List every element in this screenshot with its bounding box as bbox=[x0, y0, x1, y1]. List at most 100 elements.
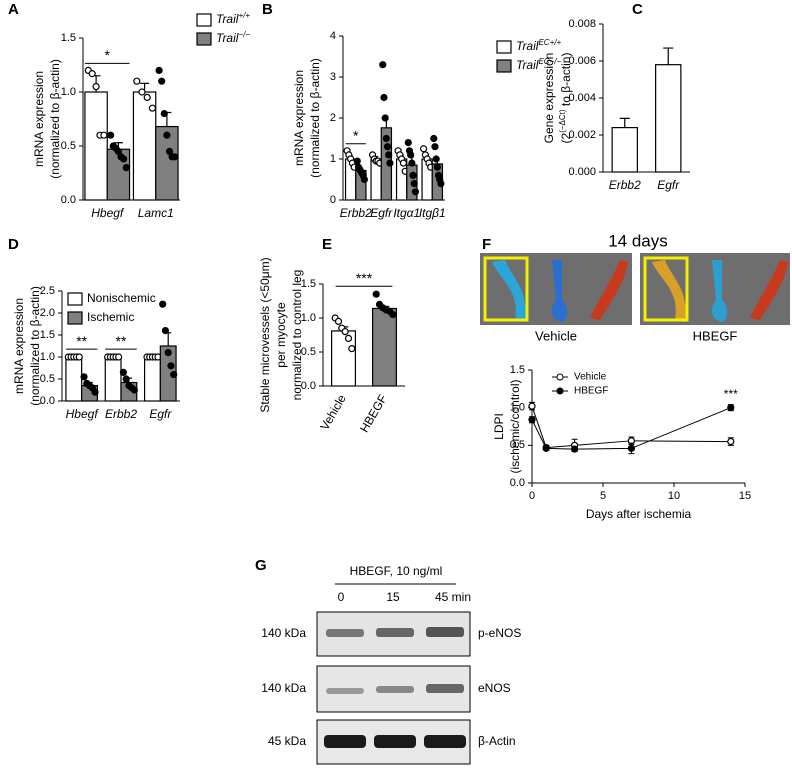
data-point bbox=[542, 444, 550, 452]
x-tick-label: Lamc1 bbox=[138, 206, 174, 220]
x-tick-label: 5 bbox=[600, 490, 606, 502]
y-tick-label: 1.5 bbox=[301, 278, 316, 290]
mw-label: 45 kDa bbox=[268, 734, 306, 748]
y-tick-label: 0.0 bbox=[510, 477, 525, 489]
bar bbox=[65, 356, 83, 402]
data-point bbox=[570, 445, 579, 453]
data-point bbox=[155, 66, 163, 75]
legend-label: TrailEC+/+ bbox=[516, 38, 561, 54]
significance-label: * bbox=[353, 128, 359, 144]
data-point bbox=[408, 159, 416, 167]
data-point bbox=[431, 143, 439, 151]
legend-label: Trail+/+ bbox=[216, 11, 250, 27]
x-tick-label: Erbb2 bbox=[340, 206, 372, 220]
error-bar bbox=[165, 332, 172, 346]
legend-label-part: Ischemic bbox=[87, 310, 134, 324]
significance-label: * bbox=[105, 47, 111, 63]
y-axis-label: per myocyte bbox=[274, 302, 288, 368]
highlight-box bbox=[643, 256, 689, 322]
timepoint: 45 min bbox=[435, 590, 471, 604]
data-point bbox=[92, 82, 100, 91]
legend-label-part: Trail bbox=[216, 31, 239, 45]
panel-letter: A bbox=[8, 1, 19, 18]
data-point bbox=[389, 311, 397, 319]
y-tick-label: 1.0 bbox=[510, 402, 525, 414]
band bbox=[324, 735, 366, 748]
y-tick-label: 1.0 bbox=[301, 312, 316, 324]
legend-label-part: Nonischemic bbox=[87, 291, 156, 305]
band bbox=[376, 686, 414, 693]
y-tick-label: 0.008 bbox=[568, 18, 596, 30]
data-point bbox=[419, 145, 428, 153]
data-point bbox=[122, 164, 130, 172]
error-bar bbox=[619, 117, 630, 128]
x-tick-label: Egfr bbox=[149, 407, 172, 421]
y-tick-label: 0.5 bbox=[301, 346, 316, 358]
significance-label: *** bbox=[356, 270, 373, 286]
data-point bbox=[385, 151, 393, 159]
data-point bbox=[380, 93, 388, 102]
legend-label-part: Trail bbox=[516, 39, 539, 53]
annotation: *** bbox=[724, 387, 738, 401]
legend-marker bbox=[556, 387, 564, 395]
data-point bbox=[404, 139, 412, 147]
y-tick-label: 0.5 bbox=[61, 140, 76, 152]
legend-swatch bbox=[496, 59, 512, 73]
legend-swatch bbox=[196, 32, 212, 46]
data-point bbox=[341, 328, 349, 336]
y-tick-label: 2.0 bbox=[40, 307, 55, 319]
image-label: HBEGF bbox=[693, 328, 738, 343]
y-tick-label: 2.5 bbox=[40, 285, 55, 297]
band bbox=[326, 629, 364, 637]
y-tick-label: 0.006 bbox=[568, 55, 596, 67]
data-point bbox=[158, 77, 166, 85]
legend-label-part: Trail bbox=[516, 58, 539, 72]
legend-label-part: +/+ bbox=[238, 11, 250, 20]
panel-letter: D bbox=[8, 236, 19, 253]
data-point bbox=[399, 159, 408, 167]
x-tick-label: Itgα1 bbox=[393, 206, 420, 220]
ldpi-images: 14 days Vehicle HBEGF bbox=[480, 231, 790, 343]
leg-scan bbox=[711, 260, 728, 322]
y-tick-label: 1.0 bbox=[61, 86, 76, 98]
y-axis-label: (normalized to β-actin) bbox=[28, 286, 42, 406]
x-tick-label: 15 bbox=[739, 490, 751, 502]
data-point bbox=[627, 444, 636, 452]
data-point bbox=[334, 317, 343, 325]
protein-label: eNOS bbox=[478, 681, 511, 695]
bar bbox=[372, 307, 397, 387]
data-point bbox=[437, 180, 445, 188]
data-point bbox=[167, 362, 175, 370]
y-tick-label: 0.5 bbox=[510, 439, 525, 451]
legend-label-part: −/− bbox=[238, 30, 250, 39]
mw-label: 140 kDa bbox=[261, 626, 306, 640]
mw-label: 140 kDa bbox=[261, 681, 306, 695]
panel-letter: B bbox=[262, 1, 273, 18]
data-point bbox=[353, 157, 361, 165]
image-label: Vehicle bbox=[535, 328, 577, 343]
data-point bbox=[528, 416, 536, 424]
data-point bbox=[430, 134, 438, 143]
y-axis-label: Stable microvessels (<50μm) bbox=[258, 257, 272, 412]
data-point bbox=[161, 327, 170, 335]
y-axis-label: mRNA expression bbox=[12, 298, 26, 394]
y-axis-label: (normalized to β-actin) bbox=[308, 58, 322, 178]
legend-label: Nonischemic bbox=[87, 291, 156, 305]
data-point bbox=[727, 437, 735, 446]
data-point bbox=[100, 131, 108, 139]
y-axis-label: mRNA expression bbox=[32, 71, 46, 167]
data-point bbox=[122, 375, 130, 383]
y-axis-label-part: (−ΔCt) bbox=[558, 109, 567, 133]
band bbox=[376, 628, 414, 637]
legend-swatch bbox=[67, 292, 83, 306]
significance-label: ** bbox=[76, 333, 87, 349]
data-point bbox=[143, 93, 151, 102]
data-point bbox=[88, 70, 96, 78]
data-point bbox=[411, 188, 420, 196]
data-point bbox=[106, 131, 115, 139]
y-tick-label: 2 bbox=[330, 112, 336, 124]
data-point bbox=[344, 334, 353, 342]
band bbox=[374, 735, 416, 748]
panel-letter: C bbox=[632, 1, 643, 18]
